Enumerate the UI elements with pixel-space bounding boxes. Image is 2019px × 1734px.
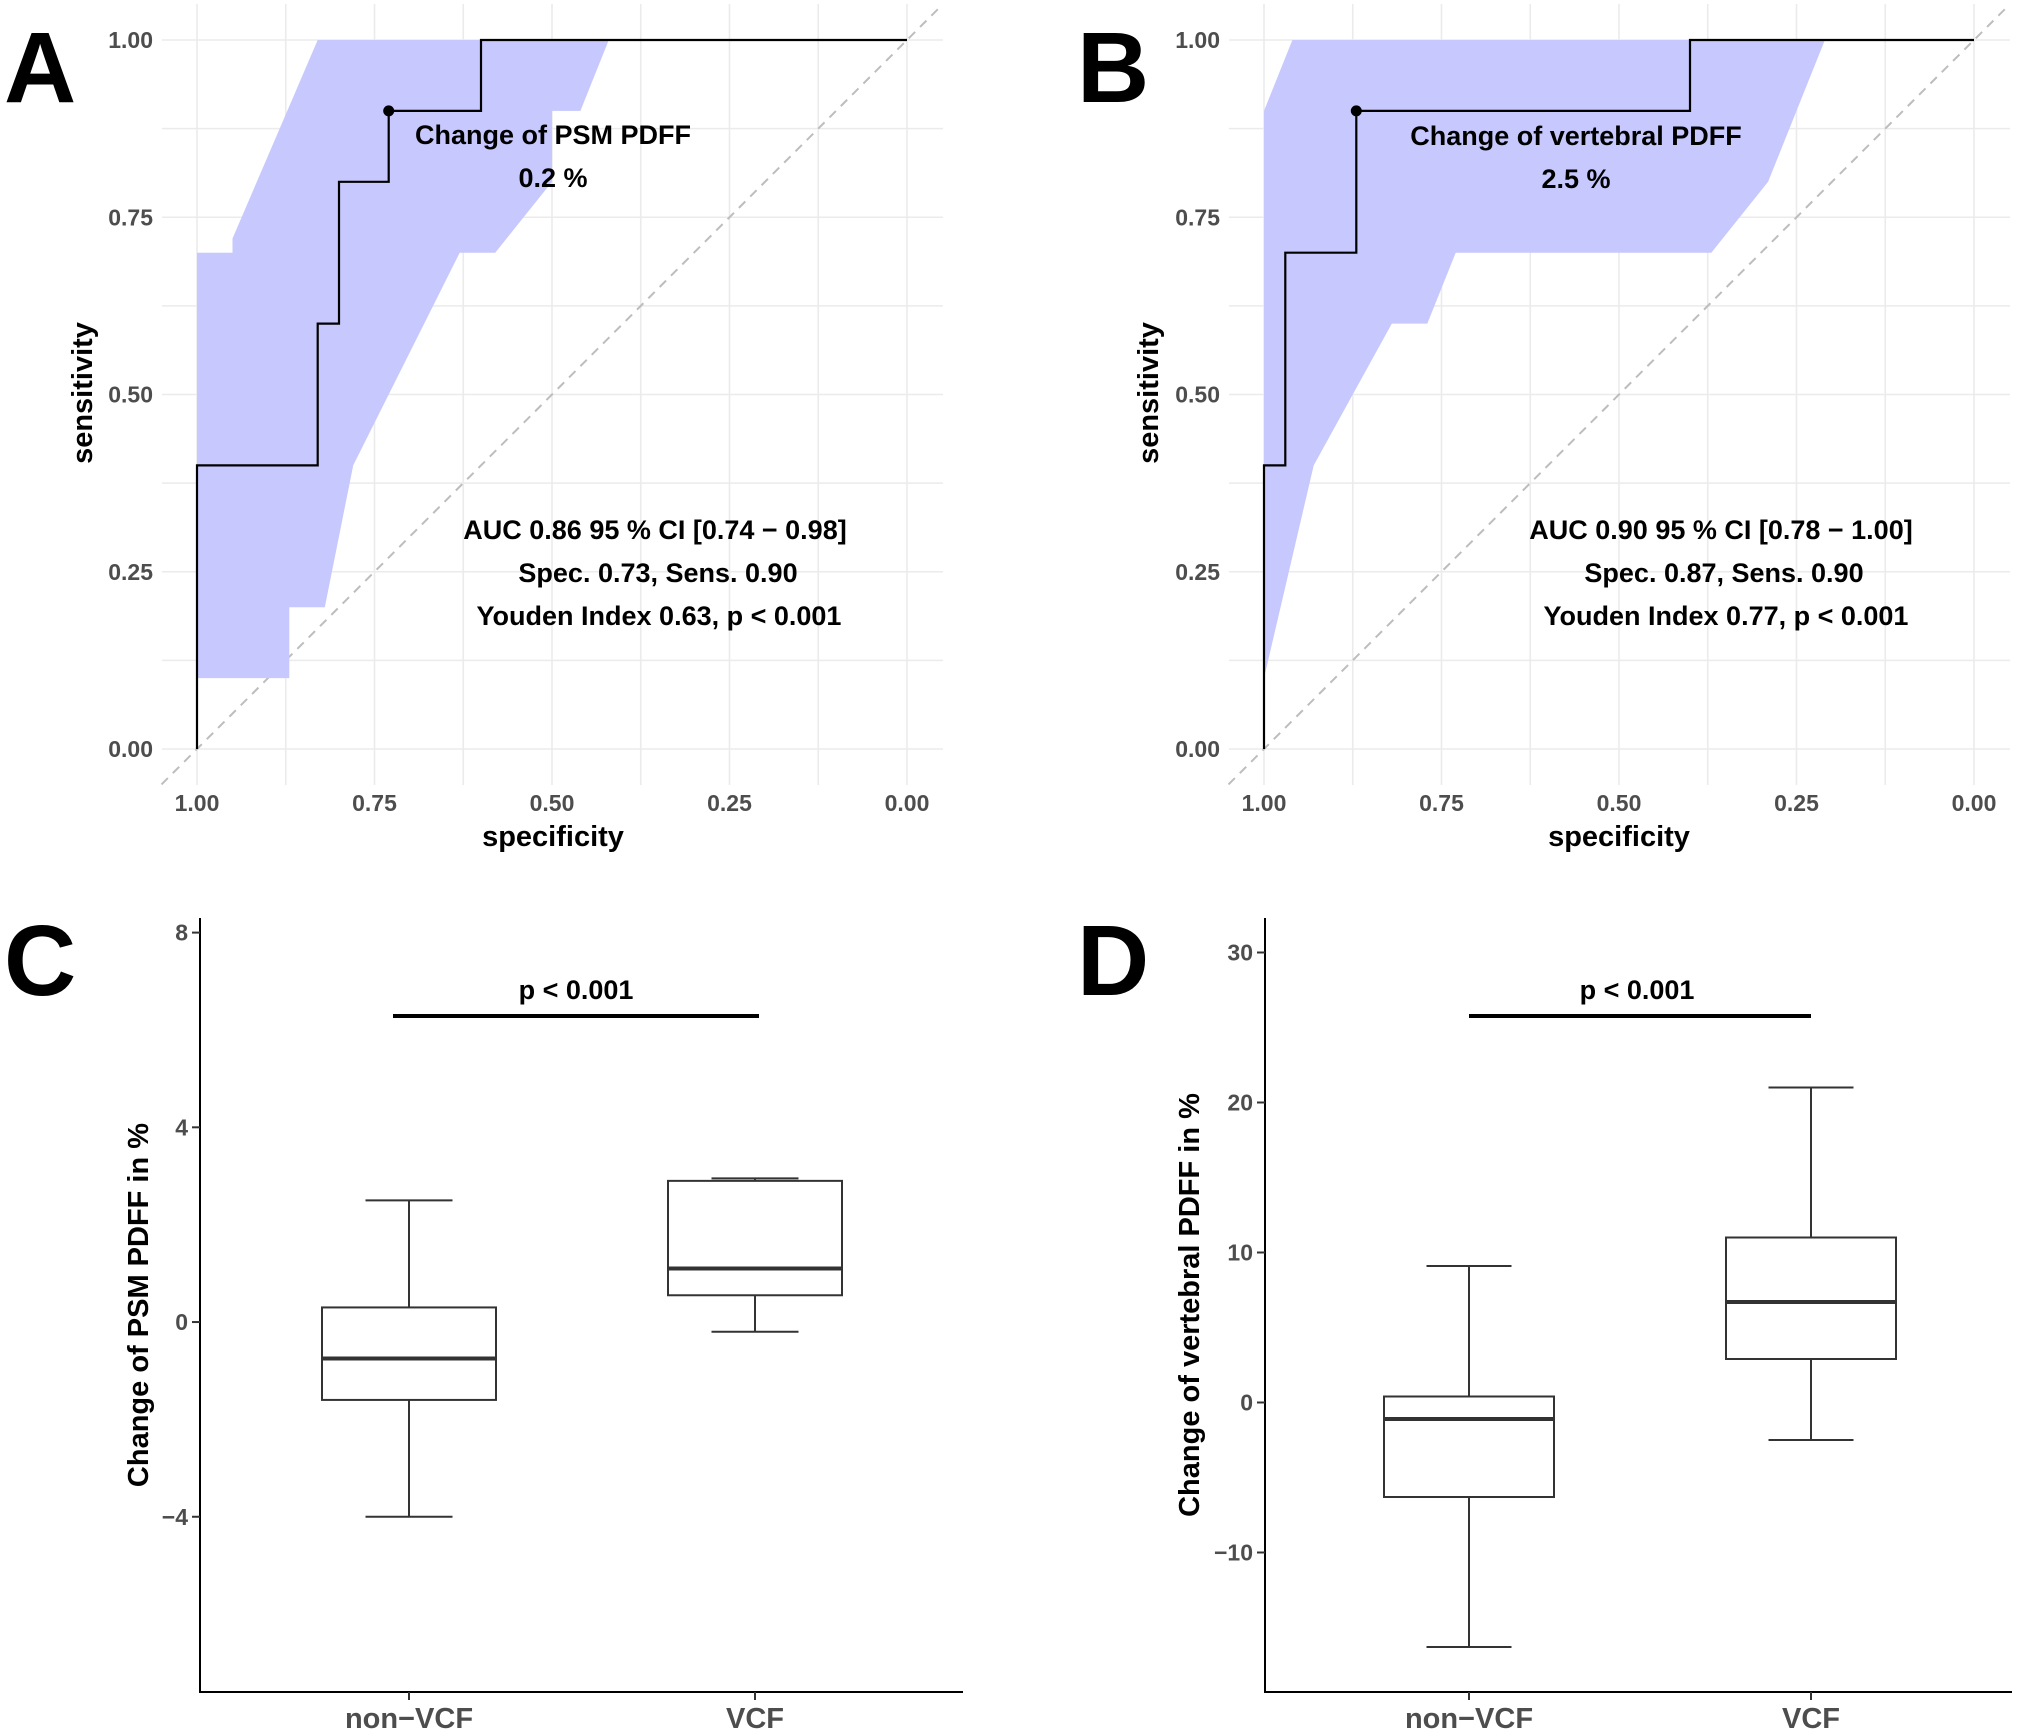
panel-d: D −10 0 10 20 30 non−VCF VCF p < 0.001 Change…	[1077, 905, 2012, 1734]
x-tick-label: 0.00	[885, 790, 930, 816]
y-tick-label: 4	[175, 1114, 188, 1140]
y-ticks: −4 0 4 8	[162, 920, 200, 1530]
roc-line	[1262, 38, 1974, 749]
category-label: non−VCF	[1405, 1703, 1533, 1734]
cutoff-label-line2: 2.5 %	[1541, 164, 1610, 194]
y-ticks: −10 0 10 20 30	[1214, 940, 1265, 1566]
roc-curve	[195, 38, 907, 749]
y-axis-title: sensitivity	[1133, 322, 1165, 464]
x-tick-label: 0.25	[1774, 790, 1819, 816]
y-tick-label: 0.75	[1175, 204, 1220, 230]
diagonal-line	[1227, 3, 2011, 786]
iqr-box	[667, 1179, 843, 1297]
ci-band-area	[1264, 40, 1974, 679]
x-tick-label: 0.50	[530, 790, 575, 816]
y-tick-label: 1.00	[108, 27, 153, 53]
x-tick-label: 0.50	[1597, 790, 1642, 816]
y-tick-label: 1.00	[1175, 27, 1220, 53]
x-tick-labels: 1.00 0.75 0.50 0.25 0.00	[175, 790, 930, 816]
y-tick-label: 10	[1227, 1240, 1253, 1266]
stats-line2: Spec. 0.87, Sens. 0.90	[1584, 558, 1863, 588]
x-tick-label: 0.00	[1952, 790, 1997, 816]
y-tick-label: 0.25	[1175, 559, 1220, 585]
y-tick-label: −4	[162, 1504, 188, 1530]
y-tick-label: 8	[175, 920, 188, 946]
y-tick-label: 0.75	[108, 204, 153, 230]
stats-line1: AUC 0.86 95 % CI [0.74 − 0.98]	[463, 515, 846, 545]
box-vcf	[667, 1177, 843, 1333]
category-label: VCF	[726, 1703, 784, 1734]
cutoff-label-line2: 0.2 %	[518, 163, 587, 193]
cutoff-point	[383, 105, 395, 117]
x-axis-title: specificity	[482, 821, 624, 853]
category-labels: non−VCF VCF	[345, 1692, 784, 1734]
roc-curve	[1262, 38, 1974, 749]
iqr-box	[321, 1306, 497, 1401]
y-tick-label: 0.25	[108, 559, 153, 585]
y-axis-title: sensitivity	[67, 322, 99, 464]
y-tick-label: 0	[175, 1309, 188, 1335]
stats-line3: Youden Index 0.63, p < 0.001	[477, 601, 842, 631]
significance-label: p < 0.001	[1580, 975, 1695, 1005]
x-tick-label: 0.75	[1419, 790, 1464, 816]
panel-label: D	[1077, 905, 1149, 1017]
cutoff-label-line1: Change of vertebral PDFF	[1410, 121, 1742, 151]
diagonal-line	[160, 3, 944, 786]
panel-label: A	[4, 12, 76, 124]
y-axis-title: Change of PSM PDFF in %	[123, 1123, 155, 1487]
panel-c: C −4 0 4 8 non−VCF VCF p < 0.001 Change of P…	[4, 905, 963, 1734]
iqr-box	[1725, 1236, 1897, 1360]
panel-a: A 1.00 0.75 0.50 0.25 0.00 0.000.250.500.751…	[4, 3, 944, 853]
category-label: non−VCF	[345, 1703, 473, 1734]
significance-label: p < 0.001	[519, 975, 634, 1005]
x-tick-label: 1.00	[175, 790, 220, 816]
box-non-vcf	[1383, 1265, 1555, 1648]
cutoff-marker	[383, 105, 395, 117]
diagonal-reference	[1227, 3, 2011, 786]
panel-label: C	[4, 905, 76, 1017]
stats-line3: Youden Index 0.77, p < 0.001	[1544, 601, 1909, 631]
y-tick-labels: 0.00 0.25 0.50 0.75 1.00	[108, 27, 153, 762]
cutoff-point	[1350, 105, 1362, 117]
iqr-box	[1383, 1395, 1555, 1498]
x-tick-labels: 1.00 0.75 0.50 0.25 0.00	[1242, 790, 1997, 816]
ci-band	[197, 40, 907, 679]
y-tick-label: 0.50	[108, 382, 153, 408]
panel-label: B	[1077, 12, 1149, 124]
diagonal-reference	[160, 3, 944, 786]
y-tick-labels: 0.00 0.25 0.50 0.75 1.00	[1175, 27, 1220, 762]
x-tick-label: 1.00	[1242, 790, 1287, 816]
stats-line2: Spec. 0.73, Sens. 0.90	[518, 558, 797, 588]
x-axis-title: specificity	[1548, 821, 1690, 853]
y-tick-label: 0.50	[1175, 382, 1220, 408]
stats-line1: AUC 0.90 95 % CI [0.78 − 1.00]	[1529, 515, 1912, 545]
cutoff-label-line1: Change of PSM PDFF	[415, 120, 691, 150]
y-tick-label: 0	[1240, 1390, 1253, 1416]
ci-band-area	[197, 40, 907, 679]
y-tick-label: 20	[1227, 1090, 1253, 1116]
ci-band	[1264, 40, 1974, 679]
x-tick-label: 0.25	[707, 790, 752, 816]
category-label: VCF	[1782, 1703, 1840, 1734]
y-axis-title: Change of vertebral PDFF in %	[1174, 1093, 1206, 1517]
category-labels: non−VCF VCF	[1405, 1692, 1840, 1734]
box-non-vcf	[321, 1199, 497, 1518]
y-tick-label: 0.00	[1175, 736, 1220, 762]
y-tick-label: 0.00	[108, 736, 153, 762]
roc-line	[195, 38, 907, 749]
y-tick-label: −10	[1214, 1540, 1253, 1566]
x-tick-label: 0.75	[352, 790, 397, 816]
panel-b: B 1.00 0.75 0.50 0.25 0.00 0.000.250.500.751…	[1077, 3, 2011, 853]
boxes	[1383, 1086, 1897, 1648]
box-vcf	[1725, 1086, 1897, 1441]
y-tick-label: 30	[1227, 940, 1253, 966]
cutoff-marker	[1350, 105, 1362, 117]
boxes	[321, 1177, 843, 1518]
